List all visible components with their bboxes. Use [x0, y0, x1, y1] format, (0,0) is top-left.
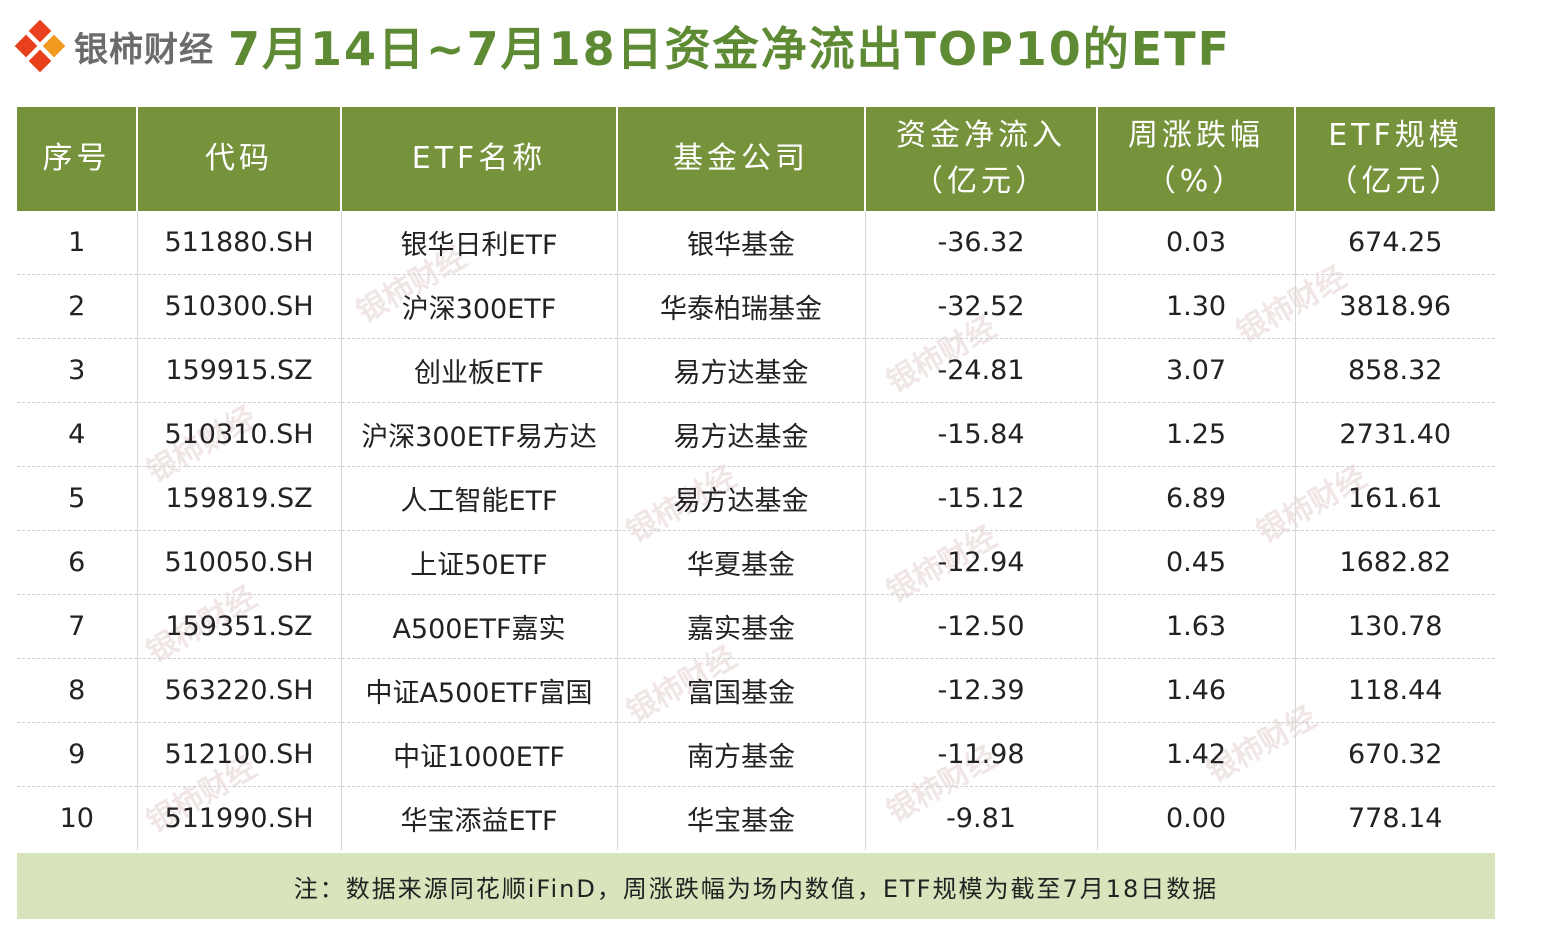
cell-etf-size: 118.44 — [1295, 658, 1495, 723]
page-header: 银柿财经 7月14日~7月18日资金净流出TOP10的ETF — [14, 10, 1231, 82]
cell-fund-company: 富国基金 — [617, 658, 866, 723]
cell-etf-name: 创业板ETF — [341, 338, 618, 403]
cell-fund-company: 易方达基金 — [617, 466, 866, 531]
cell-rank: 5 — [17, 466, 138, 531]
cell-net-inflow: -12.50 — [865, 594, 1098, 659]
cell-code: 512100.SH — [137, 722, 342, 787]
cell-rank: 1 — [17, 211, 138, 275]
table-row: 9 512100.SH 中证1000ETF 南方基金 -11.98 1.42 670.32 — [17, 722, 1495, 787]
table-row: 6 510050.SH 上证50ETF 华夏基金 -12.94 0.45 1682.82 — [17, 530, 1495, 595]
cell-code: 159819.SZ — [137, 466, 342, 531]
footnote-text: 注：数据来源同花顺iFinD，周涨跌幅为场内数值，ETF规模为截至7月18日数据 — [293, 874, 1219, 903]
cell-fund-company: 易方达基金 — [617, 402, 866, 467]
col-header-fund-company: 基金公司 — [617, 107, 866, 211]
cell-net-inflow: -11.98 — [865, 722, 1098, 787]
cell-net-inflow: -12.94 — [865, 530, 1098, 595]
table-row: 2 510300.SH 沪深300ETF 华泰柏瑞基金 -32.52 1.30 3818.9… — [17, 274, 1495, 339]
col-header-net-inflow: 资金净流入 （亿元） — [865, 107, 1098, 211]
cell-code: 159915.SZ — [137, 338, 342, 403]
col-header-etf-size: ETF规模 （亿元） — [1295, 107, 1495, 211]
cell-net-inflow: -9.81 — [865, 786, 1098, 850]
cell-net-inflow: -24.81 — [865, 338, 1098, 403]
col-header-weekly-change: 周涨跌幅 （%） — [1097, 107, 1296, 211]
col-header-etf-name: ETF名称 — [341, 107, 618, 211]
footnote: 注：数据来源同花顺iFinD，周涨跌幅为场内数值，ETF规模为截至7月18日数据 — [17, 853, 1495, 919]
cell-etf-size: 778.14 — [1348, 803, 1443, 834]
col-header-code: 代码 — [137, 107, 342, 211]
cell-weekly-change: 3.07 — [1097, 338, 1296, 403]
cell-fund-company: 银华基金 — [617, 211, 866, 275]
cell-code: 563220.SH — [137, 658, 342, 723]
brand-logo: 银柿财经 — [14, 20, 214, 72]
table-row: 5 159819.SZ 人工智能ETF 易方达基金 -15.12 6.89 161.61 — [17, 466, 1495, 531]
cell-etf-name: A500ETF嘉实 — [341, 594, 618, 659]
cell-rank: 3 — [17, 338, 138, 403]
cell-weekly-change: 0.03 — [1097, 211, 1296, 275]
cell-fund-company: 华夏基金 — [617, 530, 866, 595]
cell-etf-size: 161.61 — [1295, 466, 1495, 531]
cell-net-inflow: -36.32 — [865, 211, 1098, 275]
cell-etf-name: 中证1000ETF — [341, 722, 618, 787]
cell-fund-company: 华泰柏瑞基金 — [617, 274, 866, 339]
cell-etf-name: 华宝添益ETF — [341, 786, 618, 850]
table-row: 7 159351.SZ A500ETF嘉实 嘉实基金 -12.50 1.63 130.78 — [17, 594, 1495, 659]
cell-etf-name: 上证50ETF — [341, 530, 618, 595]
cell-fund-company: 易方达基金 — [617, 338, 866, 403]
cell-net-inflow: -32.52 — [865, 274, 1098, 339]
cell-code: 510310.SH — [137, 402, 342, 467]
cell-rank: 7 — [17, 594, 138, 659]
cell-etf-name: 沪深300ETF易方达 — [341, 402, 618, 467]
etf-table: 序号 代码 ETF名称 基金公司 资金净流入 （亿元） 周涨跌幅 （%） ETF规模… — [17, 107, 1495, 850]
cell-code: 159351.SZ — [137, 594, 342, 659]
cell-etf-size: 674.25 — [1295, 211, 1495, 275]
cell-etf-size: 130.78 — [1295, 594, 1495, 659]
cell-weekly-change: 0.00 — [1097, 786, 1296, 850]
cell-etf-size: 2731.40 — [1295, 402, 1495, 467]
cell-weekly-change: 0.45 — [1097, 530, 1296, 595]
brand-name: 银柿财经 — [74, 29, 214, 70]
table-row: 4 510310.SH 沪深300ETF易方达 易方达基金 -15.84 1.25 2731… — [17, 402, 1495, 467]
cell-rank: 2 — [17, 274, 138, 339]
cell-net-inflow: -12.39 — [865, 658, 1098, 723]
cell-weekly-change: 1.25 — [1097, 402, 1296, 467]
table-row: 3 159915.SZ 创业板ETF 易方达基金 -24.81 3.07 858.32 — [17, 338, 1495, 403]
cell-code: 511880.SH — [137, 211, 342, 275]
diamond-logo-icon — [14, 20, 66, 72]
cell-weekly-change: 1.42 — [1097, 722, 1296, 787]
cell-code: 510050.SH — [137, 530, 342, 595]
cell-net-inflow: -15.12 — [865, 466, 1098, 531]
cell-weekly-change: 1.63 — [1097, 594, 1296, 659]
col-header-rank: 序号 — [17, 107, 138, 211]
cell-etf-size: 858.32 — [1295, 338, 1495, 403]
cell-etf-name: 人工智能ETF — [341, 466, 618, 531]
cell-etf-size: 1682.82 — [1295, 530, 1495, 595]
cell-rank: 6 — [17, 530, 138, 595]
table-row: 8 563220.SH 中证A500ETF富国 富国基金 -12.39 1.46 118.4… — [17, 658, 1495, 723]
cell-net-inflow: -15.84 — [865, 402, 1098, 467]
cell-fund-company: 华宝基金 — [617, 786, 866, 850]
cell-weekly-change: 1.30 — [1097, 274, 1296, 339]
cell-rank: 10 — [17, 786, 138, 850]
page-title: 7月14日~7月18日资金净流出TOP10的ETF — [228, 22, 1232, 76]
cell-etf-name: 沪深300ETF — [341, 274, 618, 339]
cell-code: 510300.SH — [137, 274, 342, 339]
cell-weekly-change: 6.89 — [1097, 466, 1296, 531]
cell-code: 511990.SH — [137, 786, 342, 850]
cell-rank: 4 — [17, 402, 138, 467]
cell-etf-size: 670.32 — [1295, 722, 1495, 787]
cell-fund-company: 嘉实基金 — [617, 594, 866, 659]
cell-etf-size: 3818.96 — [1295, 274, 1495, 339]
cell-rank: 9 — [17, 722, 138, 787]
cell-etf-name: 银华日利ETF — [341, 211, 618, 275]
table-row: 10 511990.SH 华宝添益ETF 华宝基金 -9.81 0.00 778.14 — [17, 786, 1495, 850]
cell-etf-name: 中证A500ETF富国 — [341, 658, 618, 723]
cell-fund-company: 南方基金 — [617, 722, 866, 787]
table-header-row: 序号 代码 ETF名称 基金公司 资金净流入 （亿元） 周涨跌幅 （%） ETF规模… — [17, 107, 1495, 211]
cell-weekly-change: 1.46 — [1097, 658, 1296, 723]
table-row: 1 511880.SH 银华日利ETF 银华基金 -36.32 0.03 674.25 — [17, 211, 1495, 275]
cell-rank: 8 — [17, 658, 138, 723]
